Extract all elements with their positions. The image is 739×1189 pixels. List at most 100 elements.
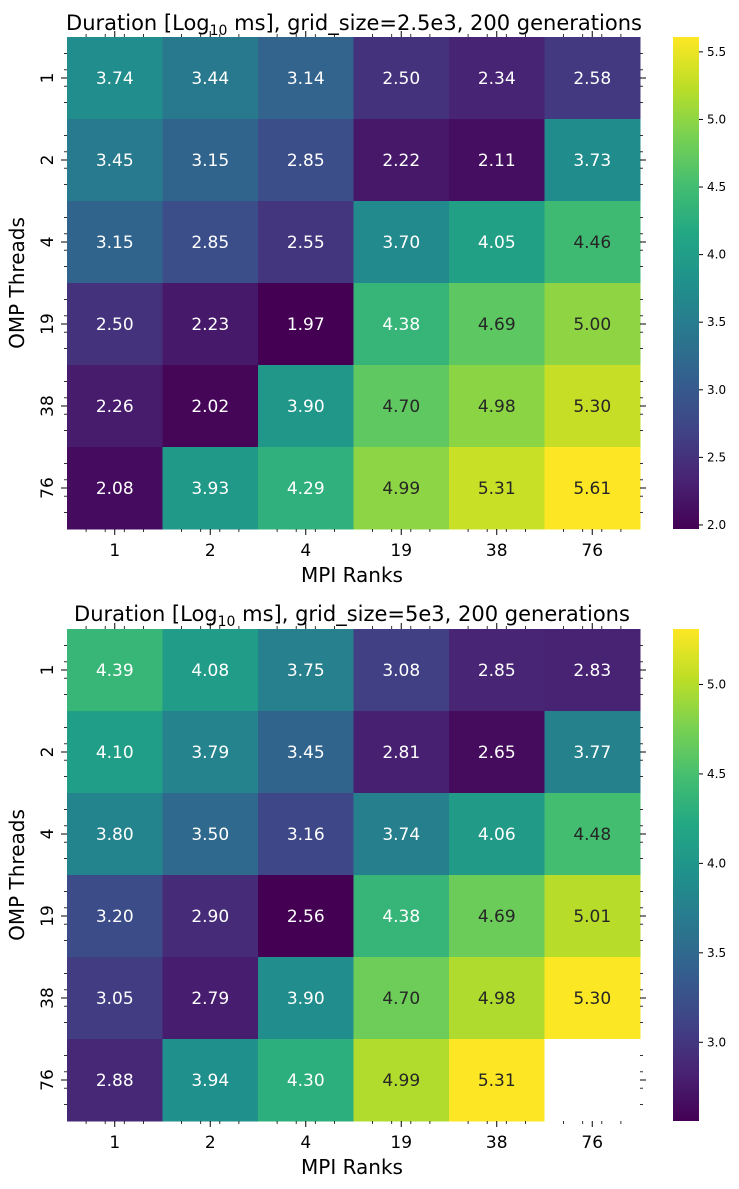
- heatmap-cell: [258, 119, 354, 202]
- y-tick-label: 4: [38, 237, 58, 248]
- heatmap-cell: [162, 37, 259, 120]
- heatmap-cell-label: 3.45: [287, 743, 325, 763]
- heatmap-cell: [353, 711, 450, 794]
- heatmap-cell: [162, 119, 259, 202]
- y-ticks-top: 1 2 4 19 38 76: [38, 53, 646, 513]
- colorbar-tick-label: 4.5: [707, 767, 726, 781]
- heatmap-cell-label: 2.85: [478, 661, 516, 681]
- heatmap-cell-label: 4.05: [478, 233, 516, 253]
- heatmap-cell-label: 3.08: [382, 661, 420, 681]
- heatmap-cell-label: 4.10: [96, 743, 134, 763]
- heatmap-cell-label: 3.74: [382, 825, 420, 845]
- heatmap-cell-label: 3.73: [573, 151, 611, 171]
- heatmap-cell-label: 2.26: [96, 397, 134, 417]
- heatmap-cell: [353, 957, 450, 1040]
- heatmap-cell-label: 2.50: [96, 315, 134, 335]
- heatmap-cell: [258, 875, 354, 958]
- heatmap-cell: [449, 283, 545, 366]
- x-axis-label-bottom: MPI Ranks: [301, 1155, 403, 1179]
- heatmap-cell: [162, 283, 259, 366]
- y-tick-label: 76: [38, 477, 58, 499]
- heatmap-cell: [162, 711, 259, 794]
- heatmap-cell: [258, 201, 354, 284]
- chart-title-bottom: Duration [Log10 ms], grid_size=5e3, 200 …: [74, 602, 630, 630]
- heatmap-cell: [258, 711, 354, 794]
- heatmap-cell-label: 2.23: [191, 315, 229, 335]
- heatmap-cell: [353, 875, 450, 958]
- heatmap-cell: [449, 119, 545, 202]
- heatmap-cell-label: 4.48: [573, 825, 611, 845]
- heatmap-cell-label: 2.85: [191, 233, 229, 253]
- colorbar-tick-label: 4.0: [707, 856, 726, 870]
- colorbar-top: 2.0 2.5 3.0 3.5 4.0 4.5 5.0 5.5: [673, 37, 726, 532]
- heatmap-cell-label: 3.90: [287, 397, 325, 417]
- colorbar-bottom: 3.0 3.5 4.0 4.5 5.0: [673, 629, 726, 1121]
- heatmap-cell-label: 2.85: [287, 151, 325, 171]
- heatmap-cell-label: 2.58: [573, 69, 611, 89]
- y-tick-label: 4: [38, 829, 58, 840]
- heatmap-cell-label: 3.79: [191, 743, 229, 763]
- colorbar-tick-label: 2.0: [707, 518, 726, 532]
- x-tick-label: 76: [581, 541, 603, 561]
- heatmap-cell-label: 4.06: [478, 825, 516, 845]
- heatmap-cell: [449, 957, 545, 1040]
- y-axis-label-top: OMP Threads: [5, 217, 29, 349]
- heatmap-cell: [162, 365, 259, 448]
- heatmap-cell: [162, 447, 259, 530]
- heatmap-cell-label: 3.94: [191, 1071, 229, 1091]
- heatmap-cell-label: 4.38: [382, 315, 420, 335]
- heatmap-cell: [67, 447, 163, 530]
- heatmap-cell-label: 4.30: [287, 1071, 325, 1091]
- colorbar-tick-label: 3.0: [707, 1035, 726, 1049]
- heatmap-cell: [449, 37, 545, 120]
- colorbar-tick-label: 3.5: [707, 315, 726, 329]
- heatmap-cell: [67, 711, 163, 794]
- y-tick-label: 19: [38, 313, 58, 335]
- heatmap-cell: [162, 793, 259, 876]
- heatmap-cell-label: 3.75: [287, 661, 325, 681]
- colorbar-tick-label: 5.0: [707, 112, 726, 126]
- y-tick-label: 2: [38, 155, 58, 166]
- heatmap-cell: [67, 201, 163, 284]
- x-tick-label: 2: [205, 1133, 216, 1153]
- heatmap-cell: [258, 447, 354, 530]
- heatmap-cell-label: 3.93: [191, 479, 229, 499]
- heatmap-cell: [353, 37, 450, 120]
- heatmap-cell: [353, 201, 450, 284]
- heatmap-cell: [449, 365, 545, 448]
- x-tick-label: 4: [300, 1133, 311, 1153]
- heatmap-cell-label: 3.74: [96, 69, 134, 89]
- heatmap-cell-label: 2.79: [191, 989, 229, 1009]
- heatmap-cell-label: 2.65: [478, 743, 516, 763]
- heatmap-cell-label: 2.83: [573, 661, 611, 681]
- heatmap-cell-label: 3.15: [191, 151, 229, 171]
- y-tick-label: 1: [38, 665, 58, 676]
- heatmap-cell-label: 4.99: [382, 1071, 420, 1091]
- heatmap-cell: [544, 957, 641, 1040]
- x-ticks-top: 1 2 4 19 38 76: [85, 31, 622, 561]
- y-tick-label: 38: [38, 395, 58, 417]
- heatmap-cell: [544, 793, 641, 876]
- heatmap-cell-label: 2.22: [382, 151, 420, 171]
- heatmap-cell-label: 4.70: [382, 989, 420, 1009]
- heatmap-cell: [449, 1039, 545, 1122]
- heatmap-cell: [258, 283, 354, 366]
- heatmap-cell-label: 5.31: [478, 479, 516, 499]
- x-tick-label: 38: [486, 1133, 508, 1153]
- heatmap-cell: [162, 629, 259, 712]
- heatmap-panel-bottom: Duration [Log10 ms], grid_size=5e3, 200 …: [5, 602, 726, 1179]
- heatmap-cell: [67, 283, 163, 366]
- heatmap-cell: [544, 119, 641, 202]
- heatmap-cell: [353, 1039, 450, 1122]
- x-tick-label: 1: [109, 541, 120, 561]
- heatmap-cell-label: 4.69: [478, 907, 516, 927]
- chart-title-top: Duration [Log10 ms], grid_size=2.5e3, 20…: [66, 11, 642, 39]
- heatmap-cell-label: 4.98: [478, 989, 516, 1009]
- heatmap-cell-label: 4.39: [96, 661, 134, 681]
- x-tick-label: 19: [390, 541, 412, 561]
- heatmap-cell-label: 4.70: [382, 397, 420, 417]
- y-tick-label: 76: [38, 1069, 58, 1091]
- heatmap-cell-label: 4.69: [478, 315, 516, 335]
- heatmap-cell-label: 3.44: [191, 69, 229, 89]
